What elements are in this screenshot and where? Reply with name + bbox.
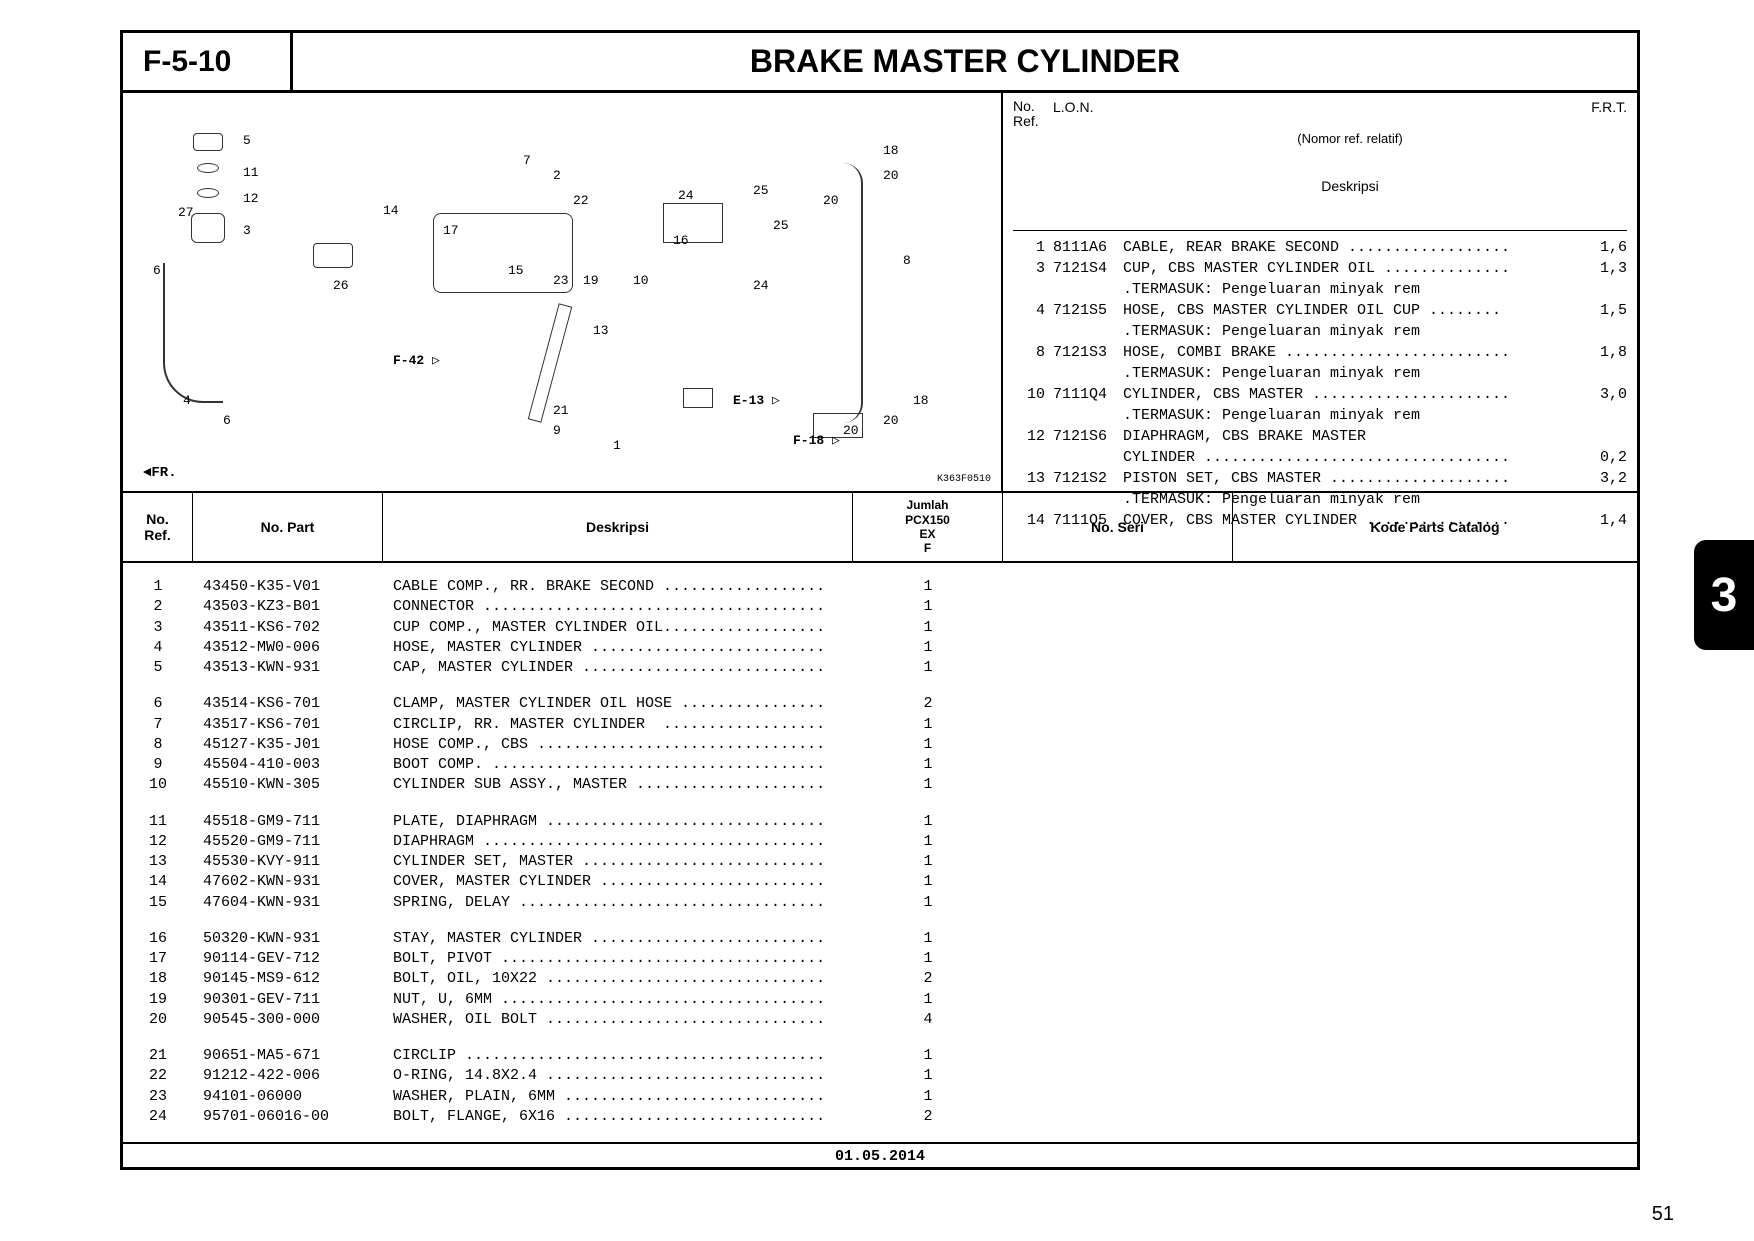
part-row: 2291212-422-006O-RING, 14.8X2.4 ........… [123,1066,1637,1086]
footer-date: 01.05.2014 [123,1142,1637,1165]
diagram-callout: 22 [573,193,589,208]
ref-row: CYLINDER ...............................… [1013,447,1627,468]
diagram-callout: 21 [553,403,569,418]
diagram-callout: 25 [773,218,789,233]
diagram-callout: 20 [823,193,839,208]
diagram-callout: 18 [913,393,929,408]
parts-body: 143450-K35-V01CABLE COMP., RR. BRAKE SEC… [123,563,1637,1127]
diagram-callout: 8 [903,253,911,268]
diagram-callout: 5 [243,133,251,148]
part-row: 543513-KWN-931CAP, MASTER CYLINDER .....… [123,658,1637,678]
part-row: 1447602-KWN-931COVER, MASTER CYLINDER ..… [123,872,1637,892]
ref-row-sub: .TERMASUK: Pengeluaran minyak rem [1013,279,1627,300]
diagram-callout: 18 [883,143,899,158]
part-row: 443512-MW0-006HOSE, MASTER CYLINDER ....… [123,638,1637,658]
part-row: 845127-K35-J01HOSE COMP., CBS ..........… [123,735,1637,755]
ref-table: No.Ref. L.O.N. (Nomor ref. relatif) Desk… [1003,93,1637,491]
ref-row-sub: .TERMASUK: Pengeluaran minyak rem [1013,321,1627,342]
part-row: 2394101-06000WASHER, PLAIN, 6MM ........… [123,1087,1637,1107]
diagram-code: K363F0510 [937,474,991,485]
page-title: BRAKE MASTER CYLINDER [293,33,1637,90]
part-row: 2190651-MA5-671CIRCLIP .................… [123,1046,1637,1066]
diagram-callout: 20 [883,168,899,183]
ref-row: 137121S2PISTON SET, CBS MASTER .........… [1013,468,1627,489]
diagram-area: ◄FR. K363F0510 5111227364614261772221523… [123,93,1003,491]
diagram-callout: 4 [183,393,191,408]
upper-section: ◄FR. K363F0510 5111227364614261772221523… [123,93,1637,493]
part-row: 1650320-KWN-931STAY, MASTER CYLINDER ...… [123,929,1637,949]
diagram-callout: 9 [553,423,561,438]
parts-header: No.Ref. No. Part Deskripsi Jumlah PCX150… [123,493,1637,563]
ref-row: 37121S4CUP, CBS MASTER CYLINDER OIL ....… [1013,258,1627,279]
part-row: 243503-KZ3-B01CONNECTOR ................… [123,597,1637,617]
page-code: F-5-10 [123,33,293,90]
ref-row: 18111A6CABLE, REAR BRAKE SECOND ........… [1013,237,1627,258]
part-row: 2495701-06016-00BOLT, FLANGE, 6X16 .....… [123,1107,1637,1127]
diagram-callout: 12 [243,191,259,206]
ref-row-sub: .TERMASUK: Pengeluaran minyak rem [1013,405,1627,426]
diagram-callout: 14 [383,203,399,218]
part-row: 343511-KS6-702CUP COMP., MASTER CYLINDER… [123,618,1637,638]
diagram-label: F-18 ▷ [793,433,840,448]
ref-row: 47121S5HOSE, CBS MASTER CYLINDER OIL CUP… [1013,300,1627,321]
part-row: 2090545-300-000WASHER, OIL BOLT ........… [123,1010,1637,1030]
diagram-callout: 10 [633,273,649,288]
side-tab: 3 [1694,540,1754,650]
part-row: 643514-KS6-701CLAMP, MASTER CYLINDER OIL… [123,694,1637,714]
diagram-label: E-13 ▷ [733,393,780,408]
diagram-callout: 17 [443,223,459,238]
page-number: 51 [1652,1203,1674,1226]
fr-arrow: ◄FR. [143,465,177,481]
part-row: 1890145-MS9-612BOLT, OIL, 10X22 ........… [123,969,1637,989]
diagram-callout: 27 [178,205,194,220]
diagram-callout: 7 [523,153,531,168]
part-row: 143450-K35-V01CABLE COMP., RR. BRAKE SEC… [123,577,1637,597]
ref-row: 107111Q4CYLINDER, CBS MASTER ...........… [1013,384,1627,405]
ref-row: 87121S3HOSE, COMBI BRAKE ...............… [1013,342,1627,363]
diagram-callout: 15 [508,263,524,278]
diagram-callout: 11 [243,165,259,180]
part-row: 945504-410-003BOOT COMP. ...............… [123,755,1637,775]
part-row: 1245520-GM9-711DIAPHRAGM ...............… [123,832,1637,852]
header-row: F-5-10 BRAKE MASTER CYLINDER [123,33,1637,93]
part-row: 1547604-KWN-931SPRING, DELAY ...........… [123,893,1637,913]
part-row: 1145518-GM9-711PLATE, DIAPHRAGM ........… [123,812,1637,832]
diagram-callout: 13 [593,323,609,338]
ref-row-sub: .TERMASUK: Pengeluaran minyak rem [1013,363,1627,384]
diagram-callout: 25 [753,183,769,198]
diagram-callout: 6 [223,413,231,428]
diagram-callout: 2 [553,168,561,183]
diagram-callout: 19 [583,273,599,288]
ref-table-header: No.Ref. L.O.N. (Nomor ref. relatif) Desk… [1013,99,1627,231]
part-row: 1045510-KWN-305CYLINDER SUB ASSY., MASTE… [123,775,1637,795]
diagram-callout: 16 [673,233,689,248]
diagram-callout: 26 [333,278,349,293]
diagram-callout: 1 [613,438,621,453]
main-frame: F-5-10 BRAKE MASTER CYLINDER ◄FR. K363F0… [120,30,1640,1170]
diagram-label: F-42 ▷ [393,353,440,368]
diagram-callout: 20 [883,413,899,428]
diagram-callout: 23 [553,273,569,288]
ref-row: 127121S6DIAPHRAGM, CBS BRAKE MASTER [1013,426,1627,447]
part-row: 743517-KS6-701CIRCLIP, RR. MASTER CYLIND… [123,715,1637,735]
diagram-callout: 24 [678,188,694,203]
part-row: 1345530-KVY-911CYLINDER SET, MASTER ....… [123,852,1637,872]
part-row: 1990301-GEV-711NUT, U, 6MM .............… [123,990,1637,1010]
diagram-callout: 3 [243,223,251,238]
part-row: 1790114-GEV-712BOLT, PIVOT .............… [123,949,1637,969]
diagram-callout: 6 [153,263,161,278]
diagram-callout: 20 [843,423,859,438]
diagram-callout: 24 [753,278,769,293]
